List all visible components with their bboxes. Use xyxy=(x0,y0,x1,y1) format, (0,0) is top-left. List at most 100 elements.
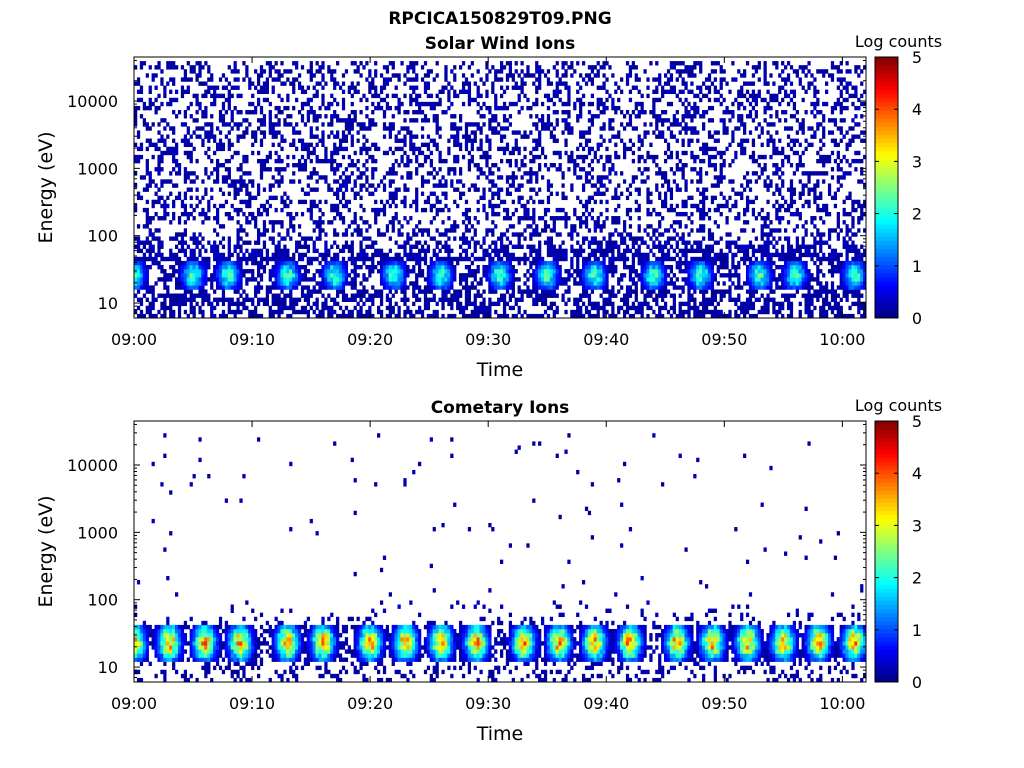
heatmap-cell xyxy=(605,61,609,66)
heatmap-cell xyxy=(587,252,592,258)
heatmap-cell xyxy=(561,297,565,302)
heatmap-cell xyxy=(297,277,302,282)
heatmap-cell xyxy=(500,65,504,70)
heatmap-cell xyxy=(321,101,325,107)
heatmap-cell xyxy=(236,281,240,286)
heatmap-cell xyxy=(183,309,188,315)
heatmap-cell xyxy=(567,89,571,95)
heatmap-cell xyxy=(564,289,568,294)
heatmap-cell xyxy=(213,150,217,156)
heatmap-cell xyxy=(631,305,635,311)
heatmap-cell xyxy=(297,256,302,262)
heatmap-cell xyxy=(459,171,463,176)
heatmap-cell xyxy=(371,313,375,319)
heatmap-cell xyxy=(394,191,398,196)
heatmap-cell xyxy=(611,195,615,201)
heatmap-cell xyxy=(286,313,290,319)
heatmap-cell xyxy=(426,142,431,148)
heatmap-cell xyxy=(248,220,252,225)
heatmap-cell xyxy=(289,199,293,205)
heatmap-cell xyxy=(637,207,641,213)
heatmap-cell xyxy=(157,252,161,258)
heatmap-cell xyxy=(145,122,149,127)
heatmap-cell xyxy=(590,301,594,307)
heatmap-cell xyxy=(535,191,539,196)
heatmap-cell xyxy=(259,122,264,127)
heatmap-cell xyxy=(300,273,305,278)
heatmap-cell xyxy=(374,248,378,254)
heatmap-cell xyxy=(508,101,513,107)
heatmap-cell xyxy=(400,273,404,278)
heatmap-cell xyxy=(365,167,369,172)
heatmap-cell xyxy=(614,228,618,233)
heatmap-cell xyxy=(312,309,316,315)
heatmap-cell xyxy=(239,167,243,172)
heatmap-cell xyxy=(479,305,483,311)
heatmap-cell xyxy=(579,224,583,229)
heatmap-cell xyxy=(227,301,231,307)
heatmap-cell xyxy=(186,77,190,82)
heatmap-cell xyxy=(391,228,395,233)
heatmap-cell xyxy=(134,81,138,86)
heatmap-cell xyxy=(300,309,305,315)
heatmap-cell xyxy=(280,138,284,143)
heatmap-cell xyxy=(584,277,589,282)
heatmap-cell xyxy=(268,154,272,160)
heatmap-cell xyxy=(204,269,208,274)
heatmap-cell xyxy=(394,187,398,192)
heatmap-cell xyxy=(268,203,272,209)
heatmap-cell xyxy=(473,228,477,233)
heatmap-cell xyxy=(450,134,454,139)
heatmap-cell xyxy=(292,260,296,266)
heatmap-cell xyxy=(666,309,671,315)
heatmap-cell xyxy=(295,248,299,254)
heatmap-cell xyxy=(154,256,158,262)
heatmap-cell xyxy=(148,264,152,270)
heatmap-cell xyxy=(333,309,337,315)
heatmap-cell xyxy=(136,273,141,278)
heatmap-cell xyxy=(637,110,641,115)
heatmap-cell xyxy=(658,273,662,278)
heatmap-cell xyxy=(347,114,351,119)
heatmap-cell xyxy=(306,236,310,241)
heatmap-cell xyxy=(218,203,223,209)
heatmap-cell xyxy=(151,122,155,127)
heatmap-cell xyxy=(634,77,638,82)
heatmap-cell xyxy=(461,273,466,278)
heatmap-cell xyxy=(172,167,176,172)
heatmap-cell xyxy=(221,179,226,184)
heatmap-cell xyxy=(271,175,275,180)
heatmap-cell xyxy=(479,167,483,172)
heatmap-cell xyxy=(347,309,351,315)
heatmap-cell xyxy=(347,281,351,286)
heatmap-cell xyxy=(473,163,477,168)
heatmap-cell xyxy=(564,85,568,90)
heatmap-cell xyxy=(628,313,633,319)
heatmap-cell xyxy=(669,203,674,209)
heatmap-cell xyxy=(207,203,211,209)
heatmap-cell xyxy=(210,73,214,78)
heatmap-cell xyxy=(303,285,308,290)
heatmap-cell xyxy=(409,175,413,180)
heatmap-cell xyxy=(136,158,141,164)
heatmap-cell xyxy=(388,167,392,172)
heatmap-cell xyxy=(549,285,554,290)
heatmap-cell xyxy=(233,281,237,286)
heatmap-cell xyxy=(377,211,381,217)
heatmap-cell xyxy=(330,305,334,311)
heatmap-cell xyxy=(535,179,539,184)
heatmap-cell xyxy=(166,150,170,156)
heatmap-cell xyxy=(666,126,671,131)
heatmap-cell xyxy=(579,277,583,282)
heatmap-cell xyxy=(661,264,665,270)
heatmap-cell xyxy=(312,277,316,282)
heatmap-cell xyxy=(280,73,284,78)
heatmap-cell xyxy=(520,163,524,168)
heatmap-cell xyxy=(338,285,343,290)
heatmap-cell xyxy=(365,220,369,225)
heatmap-cell xyxy=(500,285,504,290)
heatmap-cell xyxy=(145,273,149,278)
heatmap-cell xyxy=(520,61,524,66)
heatmap-cell xyxy=(488,305,492,311)
heatmap-cell xyxy=(444,273,448,278)
